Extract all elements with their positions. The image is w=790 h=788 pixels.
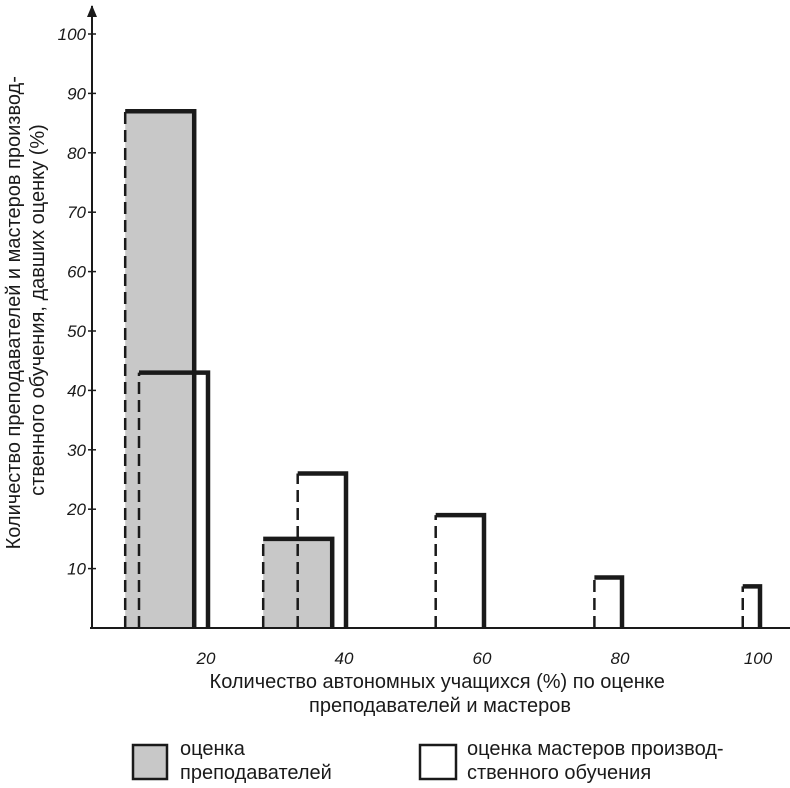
y-axis-label: Количество преподавателей и мастеров про…: [3, 71, 49, 550]
teacher-bar-top-right-edge: [125, 108, 197, 628]
y-tick-label: 100: [58, 25, 87, 44]
y-tick-label: 60: [67, 263, 86, 282]
y-tick-label: 30: [67, 441, 86, 460]
x-tick-label: 20: [196, 649, 216, 668]
axes: [87, 5, 790, 629]
master-bar: [434, 512, 487, 628]
master-bar: [137, 370, 211, 628]
x-tick-label: 80: [611, 649, 630, 668]
y-tick-labels: 10 20 30 40 50 60 70 80 90 100: [58, 25, 96, 579]
master-bar-top-right-edge: [742, 584, 763, 628]
master-bar: [296, 471, 349, 628]
y-tick-label: 70: [67, 203, 86, 222]
legend-swatch-masters: [418, 743, 458, 781]
master-bar-top-right-edge: [297, 471, 349, 628]
master-bar: [593, 575, 625, 628]
legend: оценка преподавателей оценка мастеров пр…: [131, 738, 729, 784]
x-tick-label: 60: [473, 649, 492, 668]
y-tick-label: 10: [67, 560, 86, 579]
teacher-bar-fill: [125, 111, 195, 629]
master-bars: [137, 370, 763, 628]
legend-swatch-teachers: [131, 743, 169, 781]
master-bar-top-right-edge: [139, 370, 211, 628]
teacher-bar: [123, 108, 197, 629]
x-axis-label: Количество автономных учащихся (%) по оц…: [210, 671, 671, 717]
legend-label-teachers: оценка преподавателей: [180, 738, 332, 784]
x-tick-label: 40: [335, 649, 354, 668]
teacher-bar-top-right-edge: [263, 536, 335, 628]
y-tick-label: 50: [67, 322, 86, 341]
master-bar-top-right-edge: [435, 512, 487, 628]
y-tick-label: 40: [67, 381, 86, 400]
x-tick-label: 100: [744, 649, 773, 668]
y-tick-label: 90: [67, 84, 86, 103]
master-bar: [741, 584, 763, 628]
legend-label-masters: оценка мастеров производ- ственного обуч…: [467, 738, 729, 784]
master-bar-top-right-edge: [594, 575, 625, 628]
x-tick-labels: 20 40 60 80 100: [196, 649, 773, 668]
y-tick-label: 20: [66, 500, 86, 519]
y-tick-label: 80: [67, 144, 86, 163]
teacher-bars: [123, 108, 335, 629]
